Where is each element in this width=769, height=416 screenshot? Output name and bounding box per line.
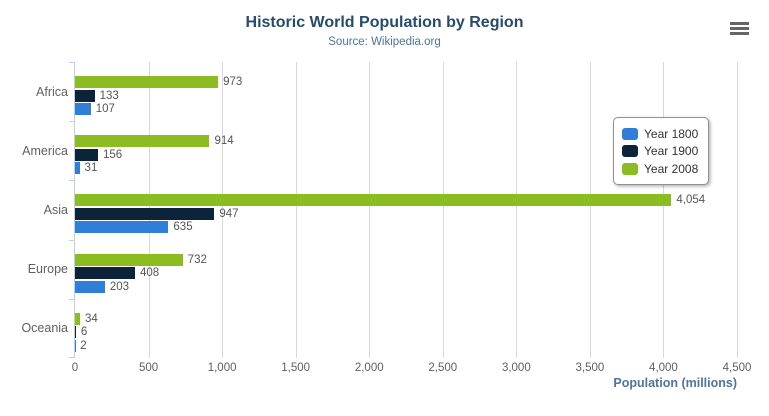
bar-europe-year-1800[interactable] [75, 280, 105, 293]
category-axis-line [74, 62, 75, 358]
bar-america-year-1800[interactable] [75, 162, 80, 175]
bar-europe-year-1900[interactable] [75, 267, 136, 280]
bar-africa-year-1900[interactable] [75, 89, 95, 102]
legend-swatch-icon [622, 145, 638, 157]
bar-value-label: 203 [109, 280, 130, 293]
bar-value-label: 635 [173, 221, 193, 234]
bar-oceania-year-2008[interactable] [75, 312, 80, 325]
bar-value-label: 156 [102, 148, 123, 161]
gridline [295, 62, 297, 358]
hamburger-icon [730, 22, 749, 26]
bar-america-year-1900[interactable] [75, 148, 98, 161]
bar-value-label: 31 [84, 162, 98, 175]
bar-africa-year-1800[interactable] [75, 103, 91, 115]
context-menu-button[interactable] [728, 20, 752, 40]
plot-area: 973 133 107 914 156 31 4,054 947 635 732 408 203 34 6… [69, 62, 738, 358]
x-axis-tick-label: 4,500 [722, 362, 752, 374]
chart-subtitle: Source: Wikipedia.org [328, 36, 441, 48]
chart-title: Historic World Population by Region [245, 14, 524, 31]
gridline [369, 62, 371, 358]
x-axis-tick-label: 3,500 [575, 362, 605, 374]
category-label-america: America [22, 143, 68, 158]
x-axis-title: Population (millions) [613, 376, 737, 390]
category-tick [69, 298, 75, 300]
x-axis-tick-label: 3,000 [501, 362, 531, 374]
gridline [222, 62, 224, 358]
bar-value-label: 4,054 [676, 194, 706, 207]
x-axis-tick-label: 2,500 [428, 362, 458, 374]
x-axis-tick-label: 4,000 [649, 362, 678, 374]
x-axis-tick-label: 0 [71, 362, 79, 374]
bar-asia-year-1900[interactable] [75, 207, 215, 220]
bar-america-year-2008[interactable] [75, 135, 210, 148]
bar-asia-year-2008[interactable] [75, 194, 672, 207]
legend-label: Year 1900 [644, 144, 699, 158]
bar-value-label: 947 [219, 207, 239, 220]
bar-asia-year-1800[interactable] [75, 221, 169, 234]
x-axis-tick-label: 500 [138, 362, 159, 374]
bar-value-label: 6 [80, 326, 88, 339]
bar-africa-year-2008[interactable] [75, 76, 219, 88]
bar-value-label: 408 [140, 267, 160, 280]
legend-label: Year 1800 [644, 126, 699, 141]
x-axis-tick-label: 2,000 [354, 362, 384, 374]
category-tick [69, 357, 75, 358]
bar-europe-year-2008[interactable] [75, 253, 183, 266]
category-label-europe: Europe [27, 262, 68, 277]
bar-value-label: 107 [95, 103, 115, 115]
gridline [516, 62, 518, 358]
bar-value-label: 133 [99, 89, 119, 102]
category-label-africa: Africa [36, 84, 68, 99]
category-label-oceania: Oceania [21, 321, 68, 336]
gridline [442, 62, 444, 358]
legend-item-year-1800[interactable]: Year 1800 [622, 126, 698, 142]
gridline [737, 62, 738, 358]
bar-value-label: 914 [214, 135, 234, 148]
x-axis-tick-label: 1,000 [207, 362, 237, 374]
bar-oceania-year-1900[interactable] [75, 326, 76, 339]
bar-value-label: 732 [187, 253, 207, 266]
legend: Year 1800 Year 1900 Year 2008 [613, 117, 710, 185]
legend-swatch-icon [622, 127, 638, 140]
bar-value-label: 34 [85, 312, 98, 325]
legend-label: Year 2008 [644, 161, 699, 176]
legend-item-year-1900[interactable]: Year 1900 [622, 143, 698, 159]
category-tick [69, 62, 75, 63]
bar-value-label: 2 [80, 339, 87, 352]
category-tick [69, 121, 75, 123]
bar-value-label: 973 [223, 76, 243, 88]
hamburger-icon [730, 26, 749, 31]
category-tick [69, 239, 75, 241]
x-axis-tick-label: 1,500 [281, 362, 311, 374]
category-label-asia: Asia [43, 203, 68, 217]
gridline [589, 62, 591, 358]
gridline [663, 62, 665, 358]
legend-swatch-icon [622, 162, 638, 175]
category-tick [69, 180, 75, 182]
hamburger-icon [730, 31, 749, 36]
legend-item-year-2008[interactable]: Year 2008 [622, 161, 698, 177]
